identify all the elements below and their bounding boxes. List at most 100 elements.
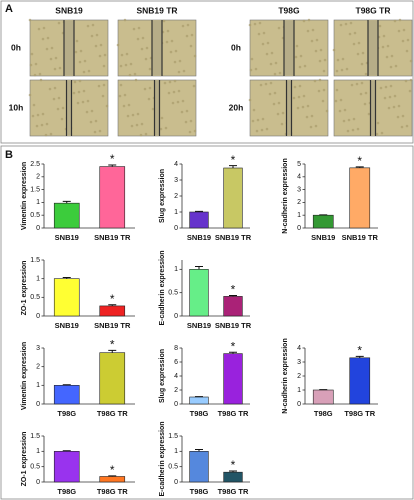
y-tick-label: 2: [297, 199, 301, 206]
cell-texture: [41, 37, 45, 41]
cell-texture: [31, 114, 35, 118]
y-tick-label: 0: [36, 225, 40, 232]
y-tick-label: 0.5: [168, 290, 178, 297]
cell-texture: [276, 112, 280, 116]
cell-texture: [306, 29, 310, 33]
cell-texture: [356, 127, 360, 131]
cell-texture: [306, 104, 310, 108]
cell-texture: [135, 123, 139, 127]
bar: [189, 396, 209, 405]
column-label: SNB19 TR: [136, 5, 177, 15]
cell-texture: [148, 67, 152, 71]
cell-texture: [325, 109, 329, 113]
y-tick-label: 1: [36, 448, 40, 455]
bar: [53, 385, 80, 405]
y-tick-label: 0: [174, 313, 178, 320]
cell-texture: [78, 60, 82, 64]
error-bar: [229, 294, 237, 297]
cell-texture: [339, 98, 343, 102]
cell-texture: [261, 117, 265, 121]
cell-texture: [173, 79, 177, 83]
bar: [53, 202, 80, 229]
x-tick-label: SNB19 TR: [215, 321, 252, 330]
cell-texture: [61, 106, 65, 110]
cell-texture: [277, 26, 281, 30]
cell-texture: [60, 117, 64, 121]
bar: [312, 389, 334, 405]
cell-texture: [378, 24, 382, 28]
significance-marker: *: [231, 153, 236, 167]
cell-texture: [32, 103, 36, 107]
cell-texture: [296, 106, 300, 110]
y-tick-label: 3: [36, 345, 40, 352]
y-tick-label: 0.5: [30, 464, 40, 471]
cell-texture: [339, 23, 343, 27]
cell-texture: [73, 80, 77, 84]
cell-texture: [346, 129, 350, 133]
cell-texture: [389, 65, 393, 69]
cell-texture: [299, 54, 303, 58]
y-axis-label: ZO-1 expression: [21, 261, 28, 316]
error-bar: [62, 450, 71, 452]
y-tick-label: 5: [297, 161, 301, 168]
cell-texture: [349, 21, 353, 25]
error-bar: [108, 475, 117, 477]
x-tick-label: SNB19: [187, 233, 211, 242]
cell-texture: [185, 34, 189, 38]
cell-texture: [381, 45, 385, 49]
significance-marker: *: [110, 292, 115, 306]
cell-texture: [298, 65, 302, 69]
cell-texture: [192, 84, 196, 88]
cell-texture: [255, 129, 259, 133]
cell-texture: [126, 114, 130, 118]
bar: [189, 211, 209, 229]
bar: [99, 166, 126, 229]
cell-texture: [181, 99, 185, 103]
cell-texture: [360, 62, 364, 66]
x-tick-label: T98G: [314, 409, 333, 418]
bar: [99, 352, 126, 405]
cell-texture: [123, 18, 127, 22]
cell-texture: [252, 108, 256, 112]
cell-texture: [167, 91, 171, 95]
cell-texture: [98, 129, 102, 133]
cell-texture: [332, 48, 336, 52]
y-tick-label: 0: [36, 401, 40, 408]
y-tick-label: 2: [36, 364, 40, 371]
cell-texture: [396, 115, 400, 119]
cell-texture: [343, 108, 347, 112]
cell-texture: [181, 24, 185, 28]
cell-texture: [93, 130, 97, 134]
cell-texture: [315, 38, 319, 42]
cell-texture: [338, 109, 342, 113]
wound-gap: [368, 20, 378, 76]
cell-texture: [387, 106, 391, 110]
cell-texture: [295, 44, 299, 48]
bar: [99, 476, 126, 483]
y-tick-label: 1: [36, 276, 40, 283]
cell-texture: [322, 88, 326, 92]
cell-texture: [342, 119, 346, 123]
significance-marker: *: [110, 463, 115, 477]
wound-gap: [64, 20, 74, 76]
cell-texture: [281, 111, 285, 115]
cell-texture: [384, 85, 388, 89]
wound-gap: [370, 80, 376, 136]
bar: [223, 167, 243, 229]
cell-texture: [58, 66, 62, 70]
cell-texture: [46, 36, 50, 40]
y-tick-label: 2: [174, 387, 178, 394]
cell-texture: [268, 92, 272, 96]
cell-texture: [168, 80, 172, 84]
error-bar: [195, 210, 203, 212]
wound-gap: [286, 80, 292, 136]
cell-texture: [270, 51, 274, 55]
x-tick-label: T98G: [190, 409, 209, 418]
error-bar: [195, 266, 203, 270]
cell-texture: [262, 31, 266, 35]
cell-texture: [116, 43, 120, 47]
cell-texture: [39, 78, 43, 82]
bar: [223, 471, 243, 483]
cell-texture: [54, 56, 58, 60]
